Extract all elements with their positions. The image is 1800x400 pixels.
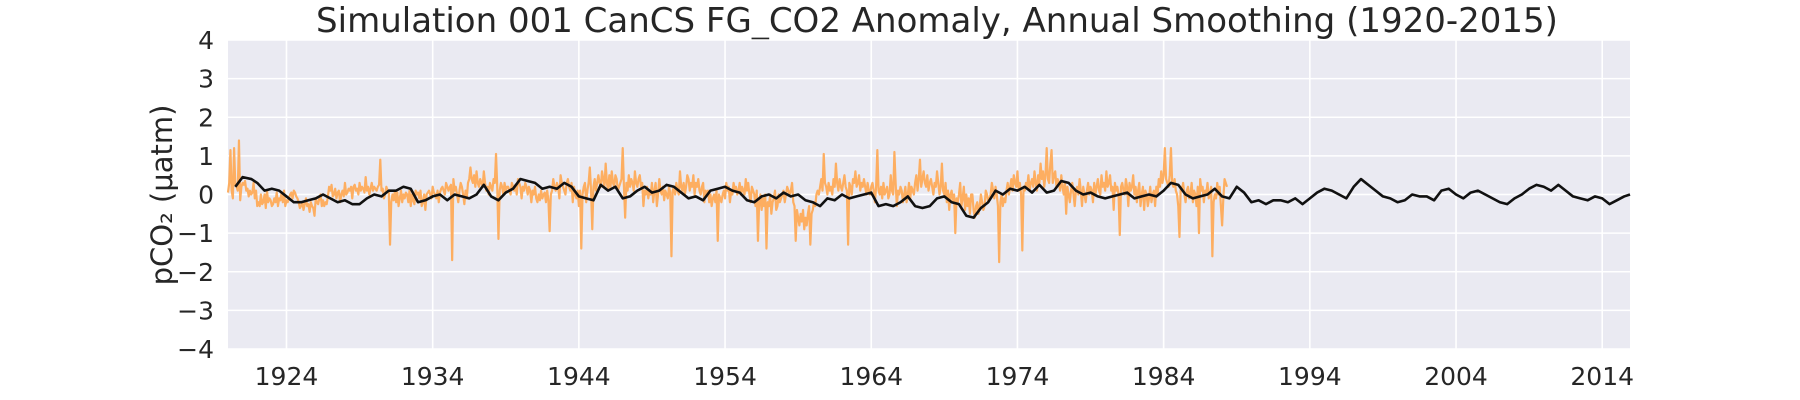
x-tick-label: 2014 (1570, 362, 1634, 391)
y-tick-label: −4 (177, 335, 214, 364)
y-tick-label: −1 (177, 219, 214, 248)
x-tick-label: 1944 (547, 362, 611, 391)
y-gridlines (228, 39, 1630, 350)
y-tick-label: 0 (198, 181, 214, 210)
x-tick-label: 1994 (1278, 362, 1342, 391)
y-tick-label: 1 (198, 142, 214, 171)
series-line-monthly (226, 139, 1229, 264)
x-tick-label: 2004 (1424, 362, 1488, 391)
x-tick-label: 1964 (839, 362, 903, 391)
chart-title: Simulation 001 CanCS FG_CO2 Anomaly, Ann… (316, 1, 1558, 41)
y-tick-label: 2 (198, 103, 214, 132)
x-tick-label: 1924 (255, 362, 319, 391)
y-axis-label: pCO₂ (μatm) (145, 105, 179, 286)
y-tick-label: −3 (177, 296, 214, 325)
y-tick-label: −2 (177, 258, 214, 287)
series-layer (226, 139, 1631, 264)
x-tick-labels: 1924 1934 1944 1954 1964 1974 1984 1994 2004 2014 (255, 362, 1634, 391)
series-line-smoothed (234, 175, 1631, 219)
y-tick-label: 4 (198, 26, 214, 55)
x-tick-label: 1974 (986, 362, 1050, 391)
x-tick-label: 1984 (1132, 362, 1196, 391)
x-tick-label: 1934 (401, 362, 465, 391)
x-tick-label: 1954 (693, 362, 757, 391)
y-tick-label: 3 (198, 65, 214, 94)
y-tick-labels: 4 3 2 1 0 −1 −2 −3 −4 (177, 26, 214, 364)
